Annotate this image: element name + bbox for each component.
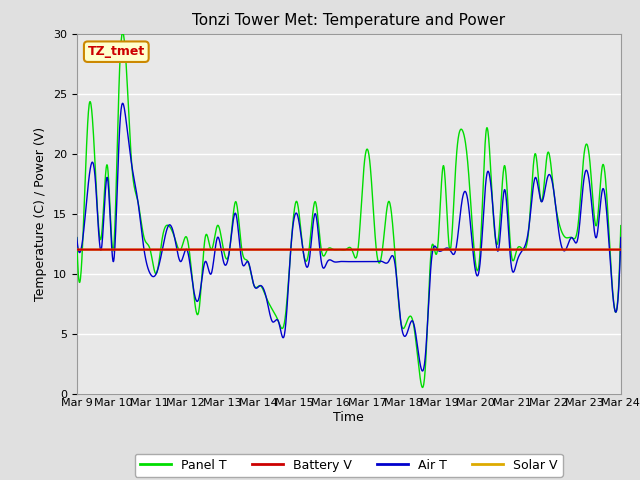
Title: Tonzi Tower Met: Temperature and Power: Tonzi Tower Met: Temperature and Power xyxy=(192,13,506,28)
Text: TZ_tmet: TZ_tmet xyxy=(88,45,145,58)
X-axis label: Time: Time xyxy=(333,411,364,424)
Legend: Panel T, Battery V, Air T, Solar V: Panel T, Battery V, Air T, Solar V xyxy=(135,454,563,477)
Y-axis label: Temperature (C) / Power (V): Temperature (C) / Power (V) xyxy=(35,127,47,300)
